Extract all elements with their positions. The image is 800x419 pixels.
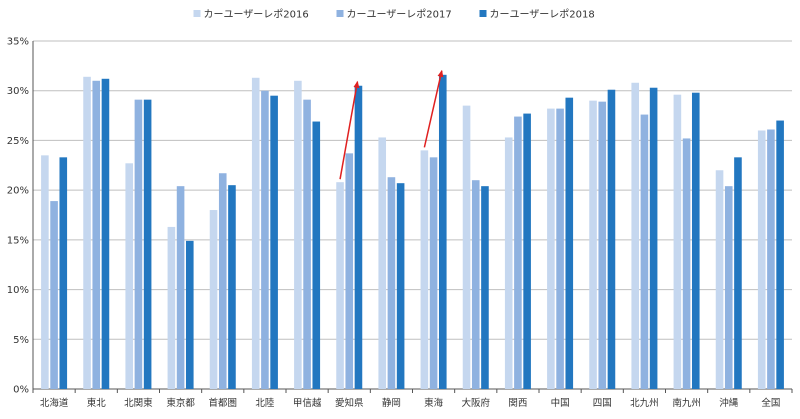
annotation-arrow <box>423 69 444 148</box>
bar <box>125 163 134 389</box>
x-tick-label: 北海道 <box>40 397 69 409</box>
bar <box>294 80 302 390</box>
bar <box>59 157 68 389</box>
bar <box>589 100 597 390</box>
bar <box>471 180 480 389</box>
bar <box>92 80 101 390</box>
bar <box>504 137 513 389</box>
x-tick-label: 北関東 <box>124 397 153 409</box>
bar <box>547 108 555 390</box>
x-tick-label: 甲信越 <box>293 397 322 409</box>
y-tick-label: 15% <box>7 235 29 246</box>
legend: カーユーザーレポ2016 カーユーザーレポ2017 カーユーザーレポ2018 <box>193 9 595 21</box>
bar <box>354 85 363 389</box>
bar <box>134 99 143 390</box>
bar <box>462 105 471 389</box>
y-tick-label: 35% <box>7 37 29 48</box>
x-tick-label: 南九州 <box>672 397 701 409</box>
x-tick-label: 東北 <box>87 397 107 409</box>
bar <box>757 130 766 389</box>
y-tick-label: 5% <box>13 335 29 346</box>
legend-swatch <box>336 10 344 17</box>
x-axis: 北海道 東北 北関東 東京都 首都圏 北陸 甲信越 愛知県 静岡 東海 大阪府 関西 中国 四国 北九州 南九… <box>32 389 793 409</box>
bar <box>396 183 405 389</box>
x-tick-label: 北九州 <box>630 397 659 409</box>
bar <box>481 186 489 389</box>
bar <box>715 170 724 389</box>
bar <box>565 97 574 389</box>
bar <box>682 138 691 389</box>
y-tick-label: 0% <box>13 385 29 396</box>
x-tick-label: 静岡 <box>382 397 401 409</box>
x-tick-label: 首都圏 <box>208 397 237 409</box>
bar <box>336 182 344 389</box>
bar <box>167 226 176 389</box>
bar <box>514 116 522 390</box>
bar <box>556 108 564 390</box>
y-tick-label: 30% <box>7 86 29 97</box>
x-tick-label: 四国 <box>593 398 612 409</box>
legend-label: カーユーザーレポ2017 <box>347 9 452 21</box>
x-tick-label: 関西 <box>508 398 527 409</box>
bar <box>438 74 447 389</box>
y-tick-label: 25% <box>7 136 29 147</box>
x-tick-label: 全国 <box>761 397 780 409</box>
bar <box>378 137 387 389</box>
bar <box>209 210 218 389</box>
bar <box>691 92 700 390</box>
bar <box>429 157 438 389</box>
bars <box>41 74 784 390</box>
annotation-arrow <box>339 80 360 180</box>
legend-swatch <box>193 10 201 17</box>
legend-swatch <box>479 10 487 17</box>
x-tick-label: 東京都 <box>166 397 195 409</box>
bar <box>270 95 278 389</box>
legend-label: カーユーザーレポ2016 <box>204 9 309 21</box>
bar <box>218 173 227 389</box>
bar <box>101 78 110 389</box>
bar <box>673 94 682 389</box>
bar <box>776 120 784 390</box>
bar <box>631 82 640 389</box>
bar <box>420 150 429 389</box>
bar <box>312 121 321 389</box>
bar <box>345 153 354 389</box>
x-tick-label: 北陸 <box>255 397 275 409</box>
x-tick-label: 大阪府 <box>461 397 490 409</box>
gridlines <box>33 40 792 390</box>
annotations <box>339 69 444 180</box>
bar <box>251 77 260 389</box>
bar <box>387 177 396 389</box>
x-tick-label: 沖縄 <box>719 397 739 409</box>
bar <box>176 186 185 389</box>
x-tick-label: 中国 <box>551 397 570 409</box>
bar <box>41 155 49 389</box>
legend-label: カーユーザーレポ2018 <box>490 9 595 21</box>
bar <box>523 113 531 389</box>
bar <box>303 99 311 390</box>
bar <box>607 89 616 389</box>
bar <box>228 185 236 389</box>
x-tick-label: 愛知県 <box>335 397 364 409</box>
bar <box>143 99 152 390</box>
bar <box>261 90 269 389</box>
bar <box>185 240 194 389</box>
bar <box>734 157 742 389</box>
y-tick-label: 20% <box>7 186 29 197</box>
bar <box>640 114 649 389</box>
bar <box>649 87 658 389</box>
x-tick-label: 東海 <box>424 397 444 409</box>
bar <box>50 201 58 389</box>
y-tick-label: 10% <box>7 285 29 296</box>
bar <box>598 101 607 389</box>
bar <box>767 129 775 389</box>
bar <box>83 76 91 390</box>
y-axis: 0% 5% 10% 15% 20% 25% 30% 35% <box>7 37 34 396</box>
bar <box>724 186 733 389</box>
